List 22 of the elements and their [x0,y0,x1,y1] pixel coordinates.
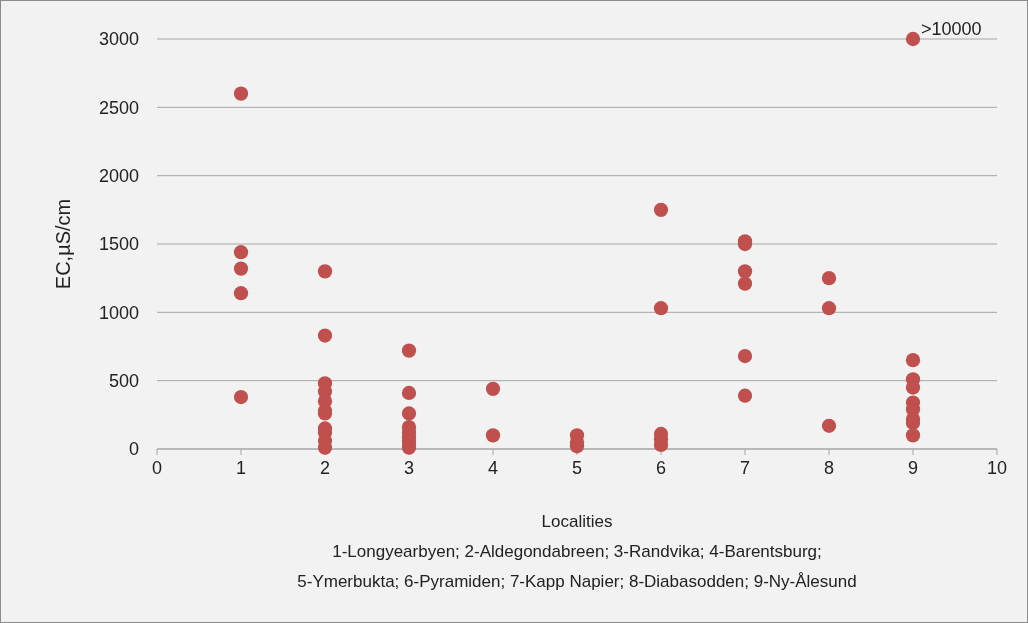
y-tick-label: 2000 [98,165,139,186]
x-tick-label: 10 [986,458,1008,478]
x-tick-label: 1 [235,458,247,478]
x-tick-label: 7 [739,458,751,478]
x-tick-label: 2 [319,458,331,478]
text: 1-Longyearbyen; 2-Aldegondabreen; 3-Randvika; 4-Barentsburg; 5-Ymerbukta; 6-Pyramiden; 7-Kapp Napier; 8-Diabasodden; 9-Ny-Ålesund [297,542,857,591]
x-tick-label: 8 [823,458,835,478]
x-tick-label: 4 [487,458,499,478]
y-axis-title: EC,µS/cm [52,198,74,290]
y-tick-label: 0 [128,439,139,460]
y-tick-label: 3000 [98,29,139,50]
x-tick-label: 5 [571,458,583,478]
annotation: >10000 [921,19,982,39]
y-tick-label: 2500 [98,97,139,118]
x-tick-label: 3 [403,458,415,478]
y-tick-label: 1500 [98,234,139,255]
y-tick-label: 500 [108,370,139,391]
x-tick-label: 6 [655,458,667,478]
y-tick-label: 1000 [98,302,139,323]
x-axis-title: Localities [541,512,613,531]
x-tick-label: 9 [907,458,919,478]
x-tick-label: 0 [151,458,163,478]
